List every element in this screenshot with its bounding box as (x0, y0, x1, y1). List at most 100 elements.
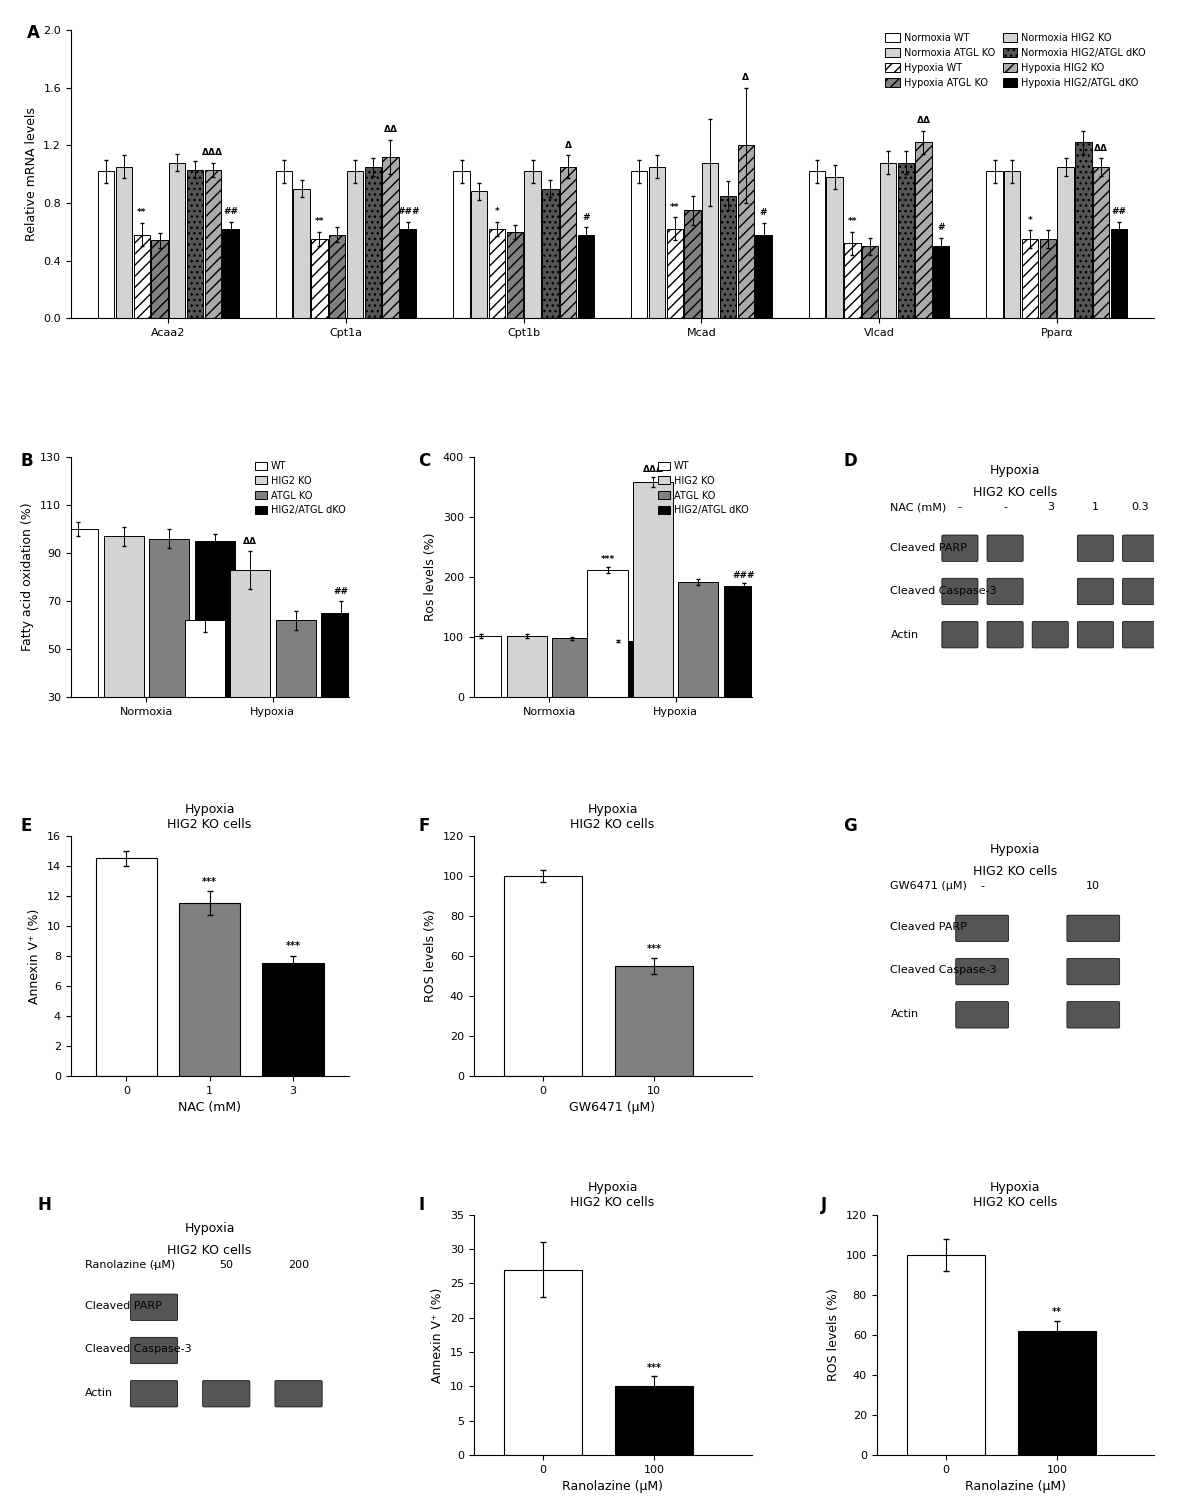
Bar (724, 586, 763, 698)
FancyBboxPatch shape (1067, 915, 1120, 942)
Bar (1004, 171, 1020, 318)
Bar (720, 195, 736, 318)
Text: Cleaved PARP: Cleaved PARP (891, 543, 967, 554)
Text: Hypoxia: Hypoxia (185, 1222, 234, 1234)
Title: Hypoxia
HIG2 KO cells: Hypoxia HIG2 KO cells (167, 802, 252, 831)
Bar (133, 234, 150, 318)
Bar (809, 171, 825, 318)
Bar (907, 1256, 985, 1455)
Bar (293, 189, 310, 318)
Bar (504, 876, 582, 1076)
FancyBboxPatch shape (131, 1294, 178, 1320)
Text: -: - (958, 503, 962, 513)
FancyBboxPatch shape (942, 621, 978, 648)
Text: ##: ## (1111, 207, 1126, 216)
Text: E: E (21, 816, 32, 834)
X-axis label: Ranolazine (μM): Ranolazine (μM) (965, 1480, 1066, 1494)
Text: **: ** (848, 217, 858, 226)
Text: Δ: Δ (564, 141, 571, 150)
Text: HIG2 KO cells: HIG2 KO cells (973, 486, 1058, 500)
Bar (454, 171, 470, 318)
Bar (845, 243, 861, 318)
Text: ***: *** (647, 1362, 662, 1372)
Bar (263, 963, 324, 1076)
Bar (588, 570, 628, 698)
Text: ΔΔ: ΔΔ (1094, 144, 1108, 153)
Text: *: * (495, 207, 499, 216)
Bar (827, 177, 842, 318)
Bar (311, 238, 327, 318)
Y-axis label: Annexin V⁺ (%): Annexin V⁺ (%) (431, 1287, 444, 1383)
Bar (230, 570, 270, 698)
Bar (615, 1386, 693, 1455)
Text: Actin: Actin (891, 1008, 919, 1019)
Bar (1058, 166, 1074, 318)
Text: -: - (152, 1260, 155, 1270)
Text: F: F (418, 816, 430, 834)
Bar (755, 234, 772, 318)
Text: 1: 1 (1092, 503, 1099, 513)
Bar (151, 240, 167, 318)
Text: ###: ### (733, 572, 755, 580)
Bar (507, 232, 523, 318)
Bar (104, 536, 144, 698)
Bar (649, 166, 666, 318)
Bar (560, 166, 576, 318)
Text: Actin: Actin (85, 1388, 113, 1398)
Text: Cleaved Caspase-3: Cleaved Caspase-3 (891, 966, 997, 975)
Bar (115, 166, 132, 318)
Bar (401, 230, 416, 318)
Text: 3: 3 (1047, 503, 1054, 513)
Text: **: ** (315, 217, 324, 226)
Bar (1111, 230, 1127, 318)
Text: Cleaved Caspase-3: Cleaved Caspase-3 (891, 586, 997, 597)
Legend: WT, HIG2 KO, ATGL KO, HIG2/ATGL dKO: WT, HIG2 KO, ATGL KO, HIG2/ATGL dKO (251, 458, 349, 519)
FancyBboxPatch shape (1078, 621, 1113, 648)
Text: HIG2 KO cells: HIG2 KO cells (167, 1244, 252, 1257)
Bar (577, 234, 594, 318)
FancyBboxPatch shape (1078, 536, 1113, 561)
Y-axis label: ROS levels (%): ROS levels (%) (827, 1288, 840, 1382)
Text: **: ** (670, 202, 680, 211)
Text: A: A (27, 24, 40, 42)
Text: GW6471 (μM): GW6471 (μM) (891, 882, 967, 891)
Bar (524, 171, 541, 318)
Text: HIG2 KO cells: HIG2 KO cells (973, 864, 1058, 877)
X-axis label: GW6471 (μM): GW6471 (μM) (569, 1101, 656, 1114)
Legend: WT, HIG2 KO, ATGL KO, HIG2/ATGL dKO: WT, HIG2 KO, ATGL KO, HIG2/ATGL dKO (654, 458, 753, 519)
Text: ***: *** (198, 594, 212, 603)
FancyBboxPatch shape (942, 579, 978, 604)
Bar (667, 230, 683, 318)
Text: B: B (21, 452, 33, 470)
Text: *: * (1027, 216, 1032, 225)
Bar (542, 189, 558, 318)
FancyBboxPatch shape (955, 915, 1008, 942)
Bar (98, 171, 114, 318)
Text: ΔΔΔ: ΔΔΔ (642, 465, 663, 474)
Text: #: # (760, 209, 767, 218)
Bar (1076, 142, 1092, 318)
Bar (187, 170, 204, 318)
Bar (1018, 1330, 1096, 1455)
FancyBboxPatch shape (955, 1002, 1008, 1028)
Text: Ranolazine (μM): Ranolazine (μM) (85, 1260, 174, 1270)
Bar (471, 192, 488, 318)
Bar (504, 1269, 582, 1455)
Text: ΔΔ: ΔΔ (243, 537, 257, 546)
Bar (276, 621, 316, 698)
Text: H: H (38, 1196, 51, 1214)
Text: Actin: Actin (891, 630, 919, 639)
Text: Hypoxia: Hypoxia (991, 843, 1040, 856)
Text: ***: *** (203, 878, 217, 886)
Bar (194, 542, 234, 698)
Bar (462, 636, 501, 698)
Bar (615, 966, 693, 1076)
Text: -: - (980, 882, 984, 891)
Bar (276, 171, 292, 318)
Bar (383, 158, 398, 318)
FancyBboxPatch shape (1067, 1002, 1120, 1028)
Bar (679, 582, 719, 698)
Text: ΔΔ: ΔΔ (916, 116, 931, 124)
Bar (933, 246, 949, 318)
Text: 50: 50 (219, 1260, 233, 1270)
